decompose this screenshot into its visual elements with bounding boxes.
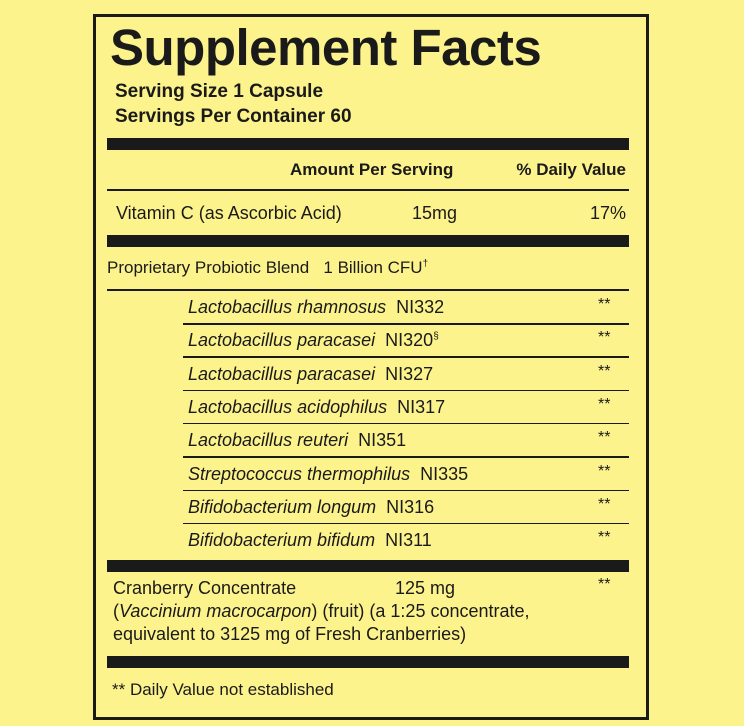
strain-id: NI332	[396, 297, 445, 317]
strain-row: Lactobacillus rhamnosus NI332	[188, 297, 444, 318]
text: (	[113, 601, 119, 621]
strain-daily-value: **	[598, 462, 611, 480]
cranberry-amount: 125 mg	[395, 578, 456, 598]
vitamin-amount: 15mg	[412, 203, 458, 223]
species: Bifidobacterium longum	[188, 496, 377, 517]
serving-size: Serving Size 1 Capsule	[115, 81, 324, 102]
thick-rule	[107, 138, 629, 150]
strain-daily-value: **	[598, 529, 611, 547]
strain-id: NI327	[385, 363, 434, 384]
strain-mark: §	[433, 331, 439, 343]
blend-name: Proprietary Probiotic Blend	[107, 258, 310, 277]
text: ) (fruit) (a 1:25 concentrate,	[311, 601, 530, 621]
amount-header: Amount Per Serving	[290, 160, 454, 179]
strain-id: NI311	[385, 530, 432, 551]
strain-daily-value: **	[598, 362, 611, 380]
strain-daily-value: **	[598, 495, 611, 513]
rule	[183, 522, 629, 525]
strain-daily-value: **	[598, 329, 611, 347]
strain-id: NI351	[358, 430, 407, 451]
strain-row: Lactobacillus acidophilus NI317	[188, 397, 445, 418]
thick-rule	[107, 560, 629, 572]
strain-row: Bifidobacterium longum NI316	[188, 497, 434, 518]
strain-id: NI317	[397, 396, 446, 417]
species: Lactobacillus acidophilus	[188, 396, 388, 417]
strain-row: Lactobacillus paracasei NI320§	[188, 330, 439, 351]
rule	[107, 189, 629, 191]
strain-daily-value: **	[598, 395, 611, 413]
strain-row: Streptococcus thermophilus NI335	[188, 464, 468, 485]
daily-value-header: % Daily Value	[516, 160, 626, 179]
strain-daily-value: **	[598, 429, 611, 447]
species: Lactobacillus paracasei	[188, 330, 376, 351]
species: Lactobacillus paracasei	[188, 363, 376, 384]
thick-rule	[107, 656, 629, 668]
cranberry-name: Cranberry Concentrate	[113, 578, 297, 598]
thick-rule	[107, 235, 629, 247]
strain-row: Lactobacillus reuteri NI351	[188, 430, 406, 451]
cranberry-description: (Vaccinium macrocarpon) (fruit) (a 1:25 …	[113, 601, 530, 622]
vitamin-daily-value: 17%	[589, 203, 626, 223]
cranberry-description-2: equivalent to 3125 mg of Fresh Cranberri…	[113, 624, 467, 644]
species: Lactobacillus rhamnosus	[188, 297, 387, 317]
strain-id: NI316	[386, 496, 435, 517]
label-box	[93, 14, 649, 720]
rule	[183, 323, 629, 325]
servings-per-container: Servings Per Container 60	[115, 106, 352, 127]
strain-daily-value: **	[598, 296, 611, 313]
vitamin-name: Vitamin C (as Ascorbic Acid)	[116, 203, 342, 223]
cranberry-daily-value: **	[598, 576, 611, 593]
rule	[183, 389, 629, 392]
strain-row: Bifidobacterium bifidum NI311	[188, 530, 432, 551]
species: Streptococcus thermophilus	[188, 463, 411, 484]
rule	[183, 489, 629, 491]
rule	[107, 289, 629, 291]
latin-name: Vaccinium macrocarpon	[119, 601, 312, 621]
rule	[183, 422, 629, 425]
title: Supplement Facts	[110, 19, 542, 76]
blend-row: Proprietary Probiotic Blend 1 Billion CF…	[107, 258, 428, 278]
strain-row: Lactobacillus paracasei NI327	[188, 364, 433, 385]
rule	[183, 456, 629, 458]
footnote: ** Daily Value not established	[112, 680, 334, 699]
species: Lactobacillus reuteri	[188, 430, 349, 451]
rule	[183, 356, 629, 358]
blend-amount: 1 Billion CFU	[323, 258, 423, 277]
strain-id: NI320	[385, 330, 434, 351]
blend-mark: †	[422, 258, 429, 270]
species: Bifidobacterium bifidum	[188, 530, 376, 551]
strain-id: NI335	[420, 463, 469, 484]
